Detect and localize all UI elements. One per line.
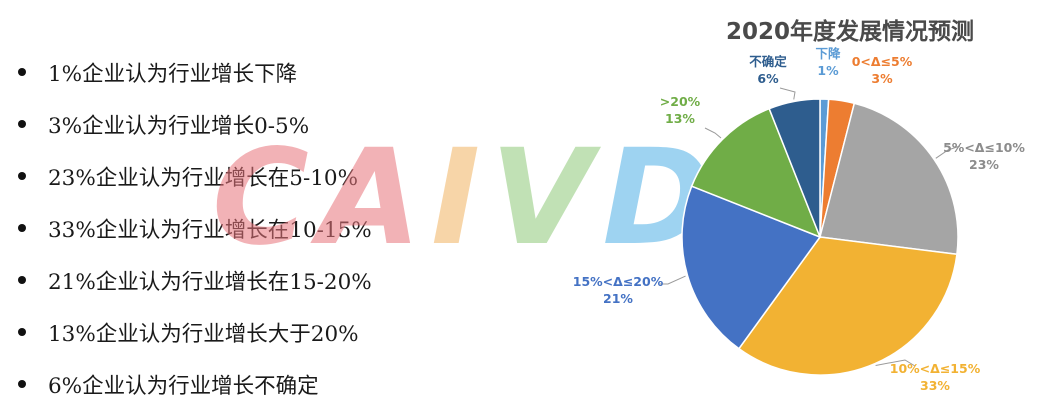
- slice-category-label: 0<Δ≤5%: [852, 54, 913, 69]
- bullet-item: 13%企业认为行业增长大于20%: [16, 306, 446, 358]
- bullet-dot: [18, 276, 26, 284]
- bullet-dot: [18, 328, 26, 336]
- slice-category-label: 不确定: [749, 54, 787, 69]
- leader-line: [704, 127, 722, 139]
- bullet-item: 21%企业认为行业增长在15-20%: [16, 254, 446, 306]
- bullet-dot: [18, 380, 26, 388]
- bullet-text: 33%企业认为行业增长在10-15%: [48, 217, 372, 243]
- pie-slice: [737, 236, 958, 376]
- leader-line: [935, 145, 961, 159]
- slice-category-label: 10%<Δ≤15%: [890, 361, 981, 376]
- pie-slice: [681, 185, 822, 350]
- slice-value-label: 1%: [817, 63, 839, 78]
- bullet-item: 3%企业认为行业增长0-5%: [16, 98, 446, 150]
- bullet-dot: [18, 68, 26, 76]
- slice-value-label: 13%: [665, 111, 695, 126]
- slice-category-label: 5%<Δ≤10%: [943, 140, 1025, 155]
- leader-line: [779, 87, 796, 100]
- bullet-item: 6%企业认为行业增长不确定: [16, 358, 446, 410]
- bullet-list: 1%企业认为行业增长下降 3%企业认为行业增长0-5% 23%企业认为行业增长在…: [16, 46, 446, 410]
- slice-value-label: 6%: [757, 71, 779, 86]
- bullet-text: 21%企业认为行业增长在15-20%: [48, 269, 372, 295]
- bullet-item: 23%企业认为行业增长在5-10%: [16, 150, 446, 202]
- chart-title: 2020年度发展情况预测: [725, 19, 974, 45]
- bullet-dot: [18, 224, 26, 232]
- pie-slice: [690, 107, 822, 239]
- bullet-dot: [18, 172, 26, 180]
- slice-category-label: >20%: [660, 94, 701, 109]
- slice-value-label: 23%: [969, 157, 999, 172]
- bullet-text: 13%企业认为行业增长大于20%: [48, 321, 359, 347]
- leader-line: [660, 275, 686, 285]
- pie-slice: [768, 98, 821, 238]
- slice-value-label: 21%: [603, 291, 633, 306]
- bullet-text: 23%企业认为行业增长在5-10%: [48, 165, 359, 191]
- bullet-text: 6%企业认为行业增长不确定: [48, 373, 319, 399]
- slice-value-label: 3%: [871, 71, 893, 86]
- slice-value-label: 33%: [920, 378, 950, 393]
- bullet-item: 1%企业认为行业增长下降: [16, 46, 446, 98]
- leader-line: [875, 359, 916, 367]
- bullet-text: 3%企业认为行业增长0-5%: [48, 113, 310, 139]
- bullet-item: 33%企业认为行业增长在10-15%: [16, 202, 446, 254]
- bullet-text: 1%企业认为行业增长下降: [48, 61, 298, 87]
- pie-slice: [819, 102, 959, 256]
- bullet-dot: [18, 120, 26, 128]
- slice-category-label: 15%<Δ≤20%: [573, 274, 664, 289]
- slice-category-label: 下降: [815, 46, 841, 61]
